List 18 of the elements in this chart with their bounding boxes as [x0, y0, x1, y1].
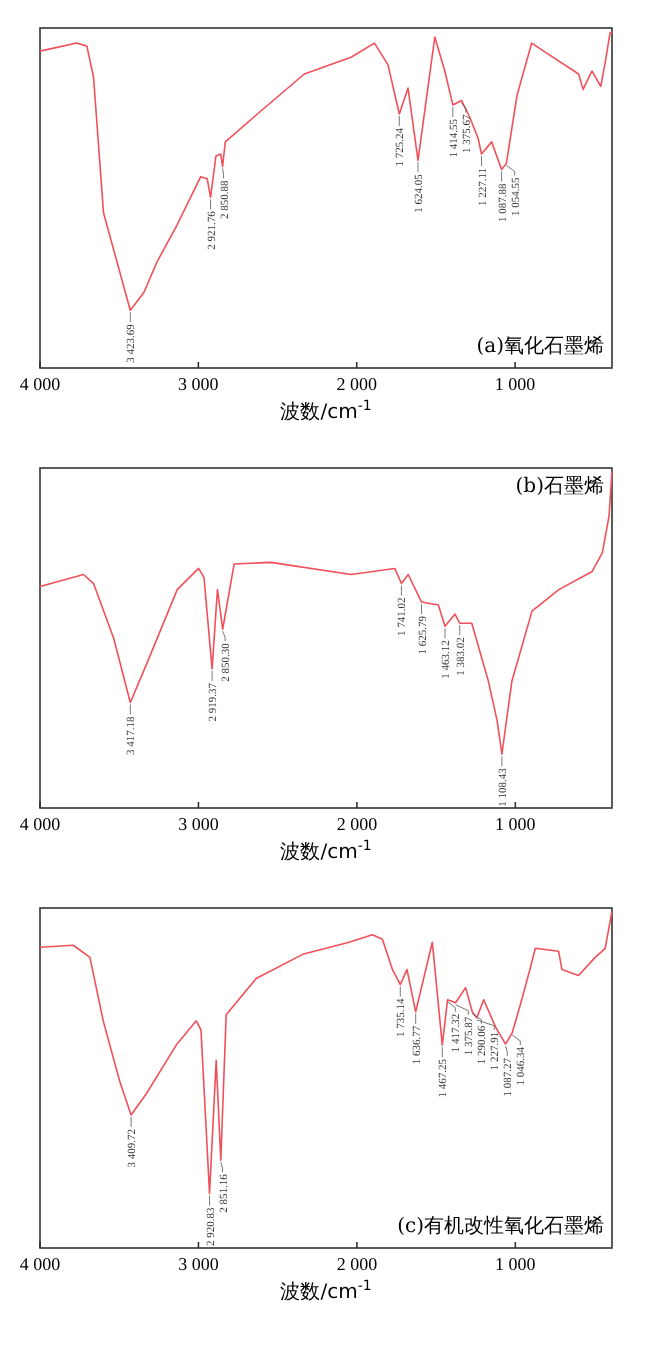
- annotation: (b)石墨烯: [515, 474, 604, 498]
- x-tick-label: 4 000: [19, 1254, 62, 1274]
- x-tick-label: 3 000: [178, 1254, 220, 1274]
- x-tick-label: 3 000: [178, 814, 220, 834]
- x-tick-label: 1 000: [495, 1254, 537, 1274]
- x-tick-label: 4 000: [19, 814, 62, 834]
- annotation: (c)有机改性氧化石墨烯: [397, 1214, 604, 1238]
- x-tick-label: 1 000: [494, 374, 537, 394]
- x-tick-label: 1 000: [495, 814, 537, 834]
- x-tick-label: 2 000: [336, 374, 378, 394]
- x-axis-title: 波数/cm$^{-1}$: [280, 838, 372, 864]
- x-tick-label: 2 000: [336, 814, 379, 834]
- x-axis-title: 波数/cm$^{-1}$: [280, 398, 372, 424]
- annotation: (a)氧化石墨烯: [476, 334, 604, 358]
- x-tick-label: 3 000: [178, 374, 220, 394]
- x-tick-label: 4 000: [19, 374, 62, 394]
- x-tick-label: 2 000: [336, 1254, 379, 1274]
- x-axis-title: 波数/cm$^{-1}$: [280, 1278, 372, 1304]
